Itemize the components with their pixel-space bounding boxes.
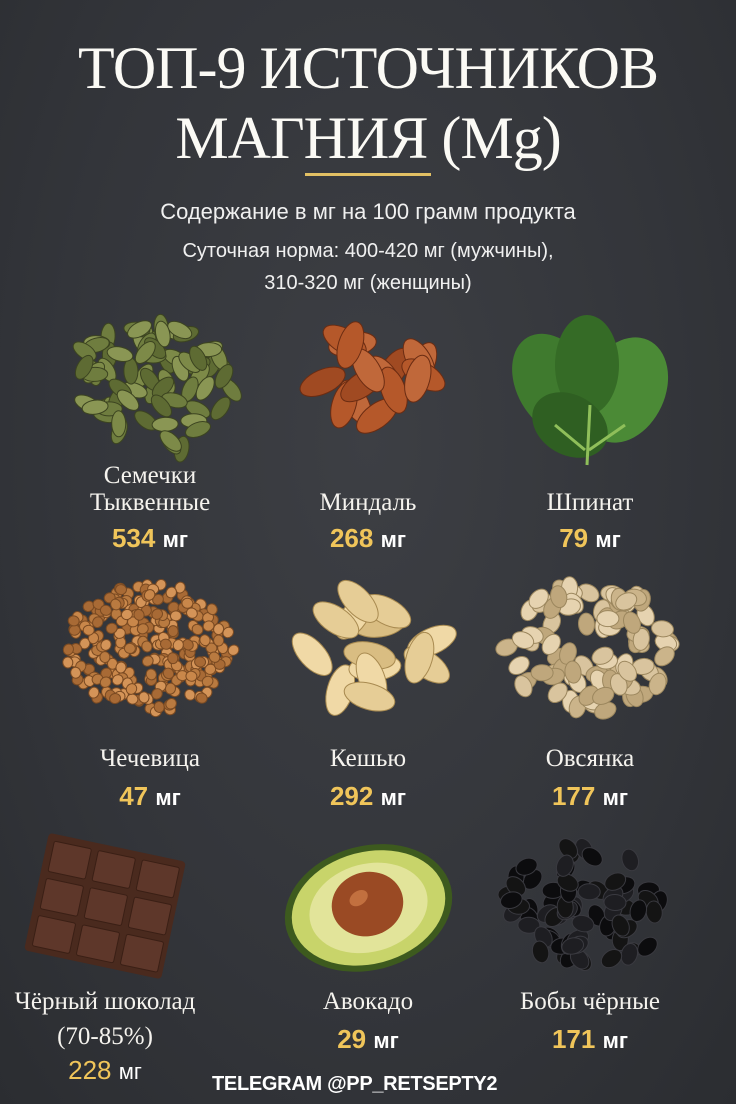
title-line-2: МАГНИЯ (Mg) [175,105,561,171]
value-unit: мг [380,785,407,810]
magnesium-value: 177 мг [475,781,705,812]
value-unit: мг [162,527,189,552]
value-number: 534 [111,523,156,553]
dark-chocolate-icon [24,833,186,979]
magnesium-value: 228 мг [0,1055,220,1086]
footer-telegram: TELEGRAM @PP_RETSEPTY2 [212,1073,498,1095]
magnesium-value: 79 мг [475,523,705,554]
value-number: 47 [119,781,149,811]
value-number: 268 [329,523,374,553]
magnesium-value: 171 мг [475,1024,705,1055]
spinach-icon [512,315,669,466]
lentils-icon [62,578,240,718]
daily-norm-women: 310-320 мг (женщины) [264,272,472,294]
value-number: 292 [329,781,374,811]
avocado-icon [284,844,453,972]
value-unit: мг [373,1028,399,1053]
food-name-line-2: (70-85%) [57,1023,153,1050]
food-name: Чёрный шоколад [14,988,196,1015]
food-name: Чечевица [99,745,201,772]
food-name: Миндаль [319,489,417,516]
food-name: Бобы чёрные [519,988,661,1015]
magnesium-value: 268 мг [253,523,483,554]
value-number: 171 [551,1024,596,1054]
value-unit: мг [118,1059,142,1084]
value-unit: мг [602,785,629,810]
daily-norm-men: Суточная норма: 400-420 мг (мужчины), [182,240,554,262]
cashews-icon [291,579,457,716]
value-unit: мг [155,785,181,810]
value-unit: мг [595,527,621,552]
food-name: Овсянка [545,745,635,772]
divider [305,173,431,176]
value-number: 228 [68,1055,112,1085]
value-unit: мг [602,1028,629,1053]
food-name-line-2: Тыквенные [89,489,211,516]
magnesium-value: 534 мг [35,523,265,554]
magnesium-value: 29 мг [253,1024,483,1055]
food-name: Авокадо [322,988,414,1015]
value-number: 177 [551,781,596,811]
value-number: 79 [559,523,589,553]
subtitle: Содержание в мг на 100 грамм продукта [160,199,576,224]
oats-icon [495,576,680,720]
food-name: Кешью [329,745,407,772]
value-unit: мг [380,527,407,552]
magnesium-value: 292 мг [253,781,483,812]
magnesium-value: 47 мг [35,781,265,812]
value-number: 29 [337,1024,367,1054]
title-line-1: ТОП-9 ИСТОЧНИКОВ [77,35,659,101]
pumpkin-seeds-icon [72,313,242,463]
almonds-icon [299,321,446,434]
black-beans-icon [497,838,668,972]
food-name: Семечки [103,462,197,489]
food-name: Шпинат [546,489,634,516]
